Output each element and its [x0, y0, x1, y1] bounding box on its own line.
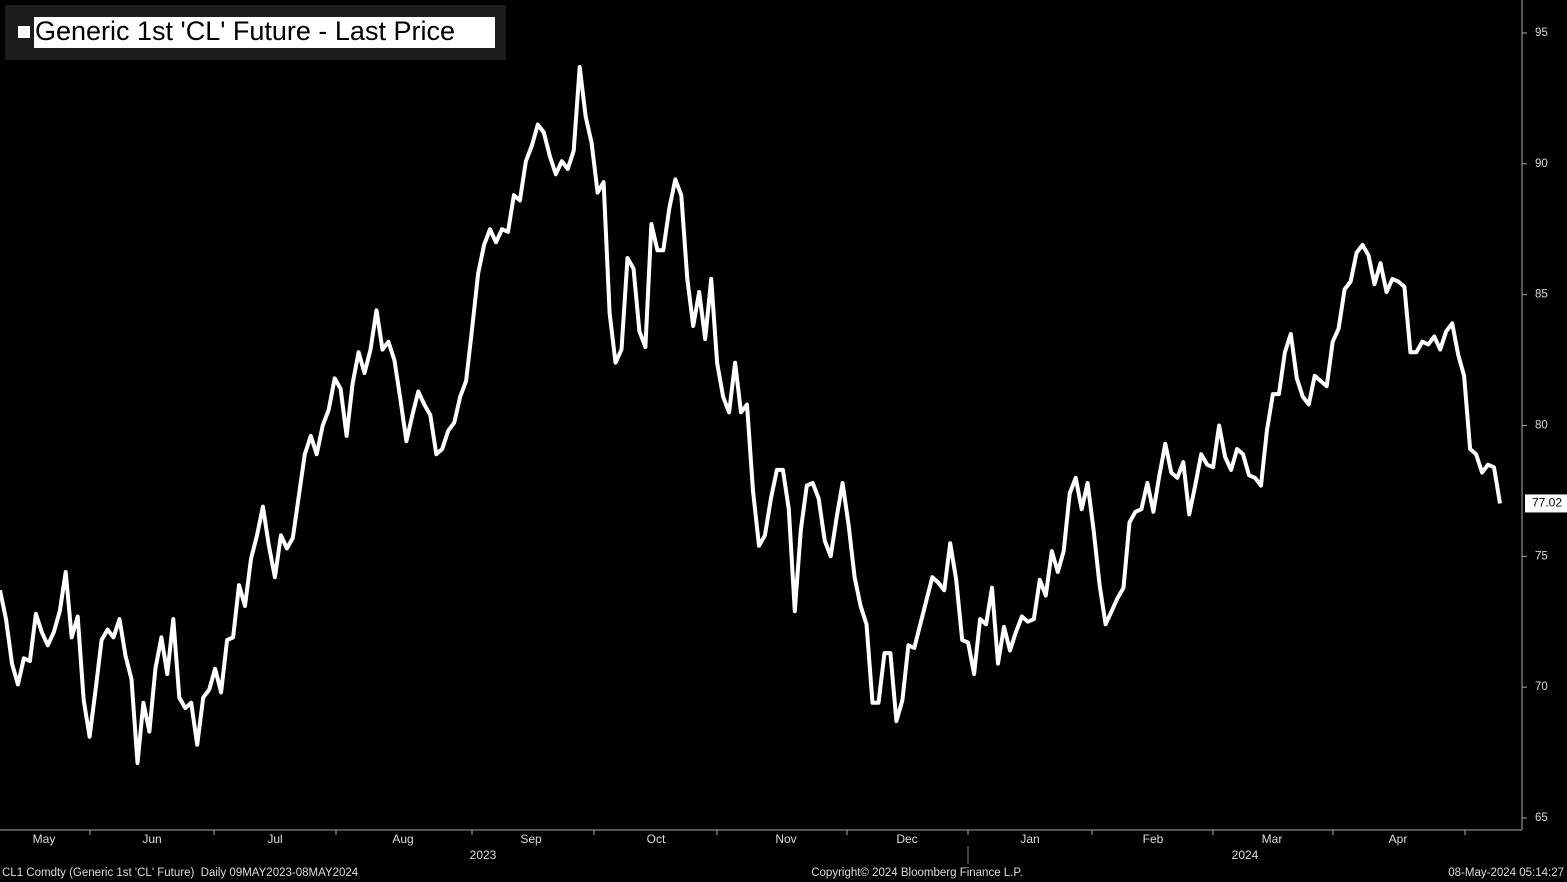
- y-tick-label: 85: [1535, 289, 1548, 301]
- last-price-label: 77.02: [1532, 496, 1562, 510]
- y-tick-label: 95: [1535, 27, 1548, 39]
- x-tick-label: Nov: [775, 832, 796, 846]
- last-price-box: [1525, 494, 1567, 513]
- year-label: 2023: [470, 848, 497, 862]
- footer-left: CL1 Comdty (Generic 1st 'CL' Future) Dai…: [2, 867, 359, 879]
- footer-right: 08-May-2024 05:14:27: [1448, 867, 1564, 879]
- x-tick-label: Jan: [1020, 832, 1039, 846]
- legend-highlight: [34, 17, 495, 48]
- x-tick-label: Dec: [896, 832, 917, 846]
- x-tick-label: Feb: [1143, 832, 1164, 846]
- legend-swatch: [18, 26, 30, 38]
- y-tick-label: 90: [1535, 158, 1548, 170]
- y-tick-label: 75: [1535, 550, 1548, 562]
- x-tick-label: Jul: [267, 832, 282, 846]
- x-tick-label: Jun: [142, 832, 161, 846]
- x-tick-label: Sep: [520, 832, 542, 846]
- y-tick-label: 70: [1535, 681, 1548, 693]
- x-tick-label: Mar: [1262, 832, 1283, 846]
- footer-center: Copyright© 2024 Bloomberg Finance L.P.: [811, 867, 1023, 879]
- legend-label: Generic 1st 'CL' Future - Last Price: [35, 16, 455, 46]
- x-tick-label: Oct: [647, 832, 666, 846]
- year-label: 2024: [1232, 848, 1259, 862]
- x-tick-label: May: [33, 832, 56, 846]
- price-line: [0, 65, 1502, 765]
- y-tick-label: 65: [1535, 812, 1548, 824]
- x-tick-label: Apr: [1389, 832, 1408, 846]
- x-tick-label: Aug: [392, 832, 413, 846]
- y-tick-label: 80: [1535, 419, 1548, 431]
